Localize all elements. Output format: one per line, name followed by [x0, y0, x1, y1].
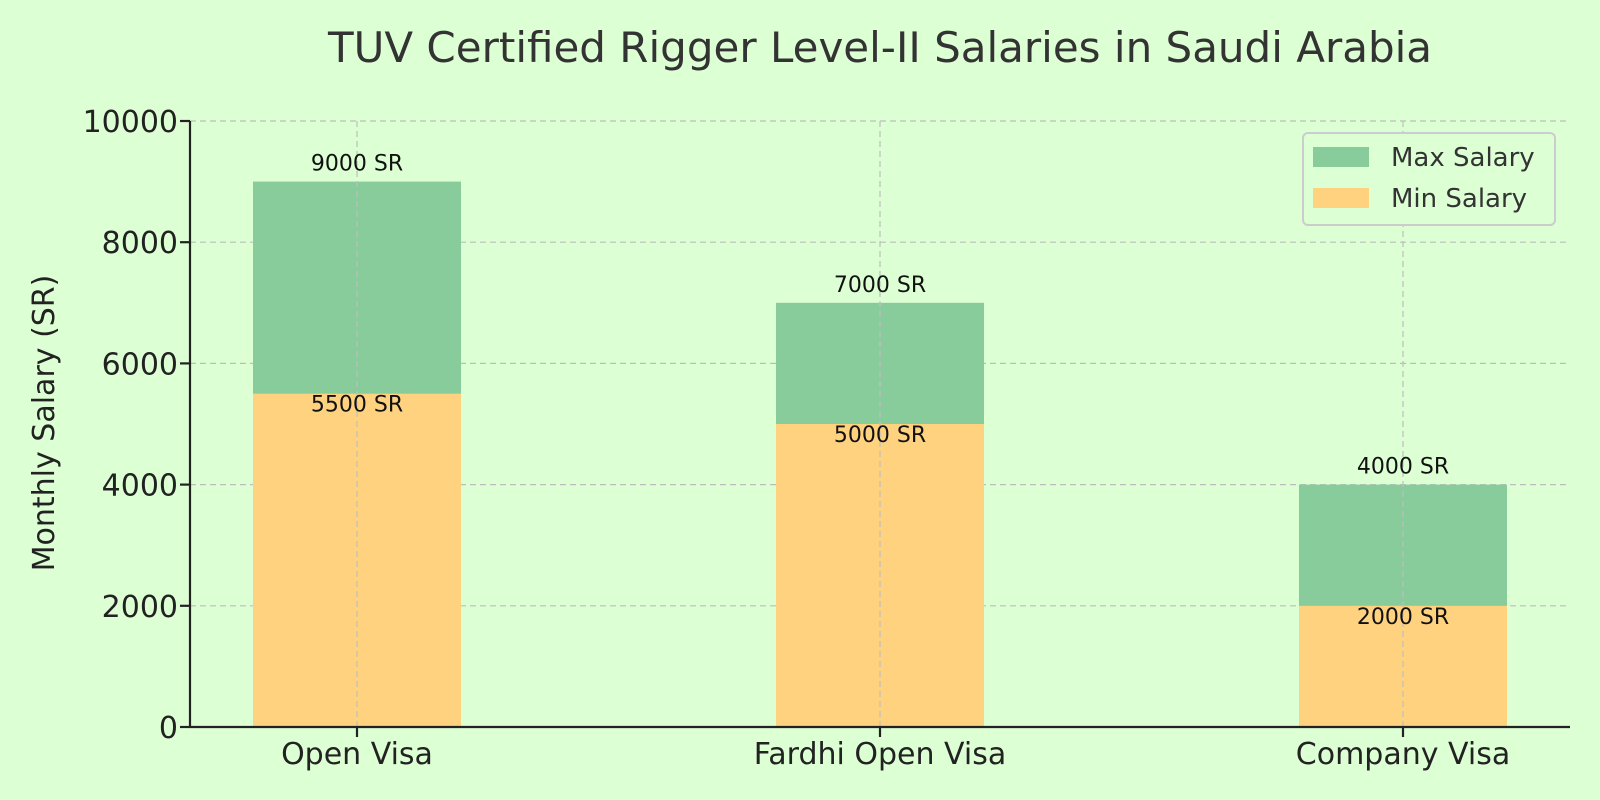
legend: Max Salary Min Salary	[1302, 132, 1556, 226]
x-tick-label: Open Visa	[281, 737, 433, 772]
y-tick-label: 0	[159, 711, 178, 746]
chart-title: TUV Certified Rigger Level-II Salaries i…	[327, 23, 1432, 72]
max-value-label: 4000 SR	[1357, 455, 1449, 480]
x-tick-label: Fardhi Open Visa	[754, 737, 1007, 772]
legend-swatch	[1313, 147, 1369, 167]
min-value-label: 5000 SR	[834, 423, 926, 448]
x-tick-label: Company Visa	[1296, 737, 1510, 772]
legend-swatch	[1313, 188, 1369, 208]
max-value-label: 7000 SR	[834, 273, 926, 298]
value-labels: 9000 SR 5500 SR 7000 SR 5000 SR 4000 SR 2000 …	[311, 121, 1449, 727]
y-tick-label: 8000	[102, 226, 178, 261]
min-value-label: 5500 SR	[311, 393, 403, 418]
axes	[180, 119, 1570, 737]
max-value-label: 9000 SR	[311, 152, 403, 177]
y-tick-label: 2000	[102, 590, 178, 625]
y-tick-label: 10000	[83, 105, 178, 140]
min-value-label: 2000 SR	[1357, 605, 1449, 630]
legend-label: Max Salary	[1391, 143, 1535, 173]
tick-labels: 0 2000 4000 6000 8000 10000 Open Visa Fardhi Op…	[83, 105, 1511, 772]
y-tick-label: 6000	[102, 347, 178, 382]
legend-label: Min Salary	[1391, 184, 1527, 214]
y-axis-label: Monthly Salary (SR)	[27, 275, 62, 572]
y-tick-label: 4000	[102, 469, 178, 504]
